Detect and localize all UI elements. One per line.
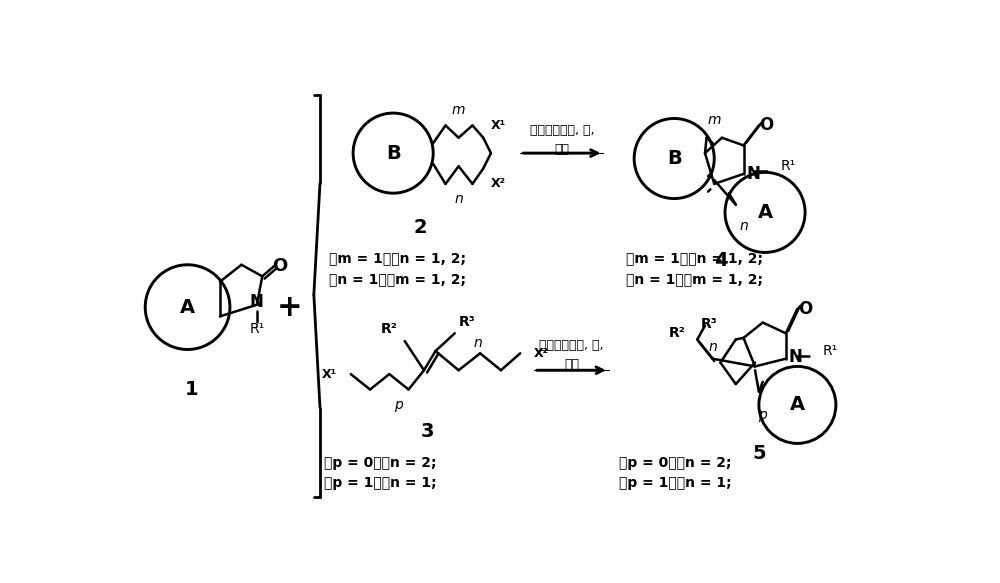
Text: X²: X² xyxy=(491,177,506,191)
Text: 当p = 1时，n = 1;: 当p = 1时，n = 1; xyxy=(619,476,731,490)
Text: n: n xyxy=(454,192,463,206)
Text: 5: 5 xyxy=(752,444,766,463)
Text: 当n = 1时，m = 1, 2;: 当n = 1时，m = 1, 2; xyxy=(626,272,763,286)
Text: R²: R² xyxy=(669,326,686,340)
Text: R¹: R¹ xyxy=(823,344,838,358)
Text: 4: 4 xyxy=(714,251,727,271)
Text: A: A xyxy=(790,395,805,415)
Text: N: N xyxy=(747,165,760,183)
Circle shape xyxy=(759,366,836,444)
Text: R¹: R¹ xyxy=(780,159,796,173)
Text: A: A xyxy=(180,297,195,317)
Text: n: n xyxy=(473,336,482,350)
Text: 当m = 1时，n = 1, 2;: 当m = 1时，n = 1, 2; xyxy=(626,252,763,266)
Text: A: A xyxy=(757,203,773,222)
Text: m: m xyxy=(452,103,465,117)
Text: X¹: X¹ xyxy=(491,119,506,132)
Text: p: p xyxy=(394,398,403,412)
Text: m: m xyxy=(707,113,721,127)
Text: N: N xyxy=(250,293,264,311)
Text: O: O xyxy=(759,117,774,135)
Text: p: p xyxy=(758,408,767,422)
Text: 当p = 1时，n = 1;: 当p = 1时，n = 1; xyxy=(324,476,436,490)
Text: X¹: X¹ xyxy=(322,368,337,381)
Text: +: + xyxy=(276,293,302,322)
Text: N: N xyxy=(789,348,803,366)
Text: 2: 2 xyxy=(413,218,427,237)
Text: 当n = 1时，m = 1, 2;: 当n = 1时，m = 1, 2; xyxy=(329,272,466,286)
Text: 当p = 0时，n = 2;: 当p = 0时，n = 2; xyxy=(324,456,436,470)
Text: O: O xyxy=(798,300,812,318)
Text: R³: R³ xyxy=(701,317,718,331)
Text: 当p = 0时，n = 2;: 当p = 0时，n = 2; xyxy=(619,456,731,470)
Circle shape xyxy=(725,173,805,252)
Circle shape xyxy=(634,118,714,199)
Text: R¹: R¹ xyxy=(249,322,264,336)
Text: n: n xyxy=(739,219,748,233)
Text: 3: 3 xyxy=(421,422,435,441)
Text: 相转移傅化剂, 碱,: 相转移傅化剂, 碱, xyxy=(539,339,604,352)
Text: B: B xyxy=(667,149,682,168)
Text: R³: R³ xyxy=(459,315,475,329)
Text: 当m = 1时，n = 1, 2;: 当m = 1时，n = 1, 2; xyxy=(329,252,466,266)
Text: 1: 1 xyxy=(185,380,198,399)
Circle shape xyxy=(353,113,433,193)
Circle shape xyxy=(145,265,230,349)
Text: R²: R² xyxy=(380,322,397,336)
Text: O: O xyxy=(272,257,288,275)
Text: X²: X² xyxy=(534,347,549,360)
Text: 溶剂: 溶剂 xyxy=(554,143,569,156)
Text: n: n xyxy=(708,340,717,354)
Text: 溶剂: 溶剂 xyxy=(564,359,579,371)
Text: 相转移傅化剂, 碱,: 相转移傅化剂, 碱, xyxy=(530,124,594,136)
Text: B: B xyxy=(386,143,401,163)
